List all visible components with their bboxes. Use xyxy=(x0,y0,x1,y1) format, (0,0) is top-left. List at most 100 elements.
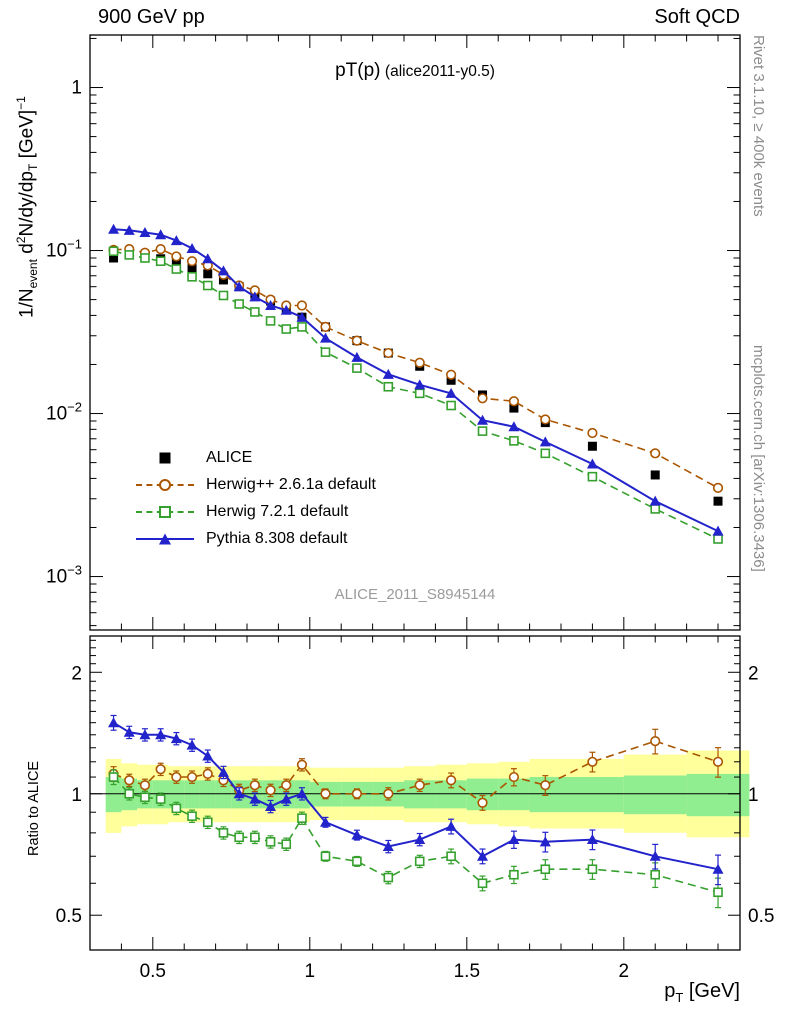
marker-open-square xyxy=(713,887,723,898)
marker-filled-triangle xyxy=(414,379,426,390)
marker-open-square xyxy=(297,322,307,332)
marker-open-circle xyxy=(712,482,724,493)
marker-open-circle xyxy=(508,771,520,783)
marker-filled-triangle xyxy=(186,242,198,253)
marker-open-square xyxy=(383,872,394,883)
x-tick-label: 1.5 xyxy=(454,961,480,982)
marker-filled-triangle xyxy=(351,829,363,840)
marker-open-circle xyxy=(249,780,260,791)
marker-filled-triangle xyxy=(155,729,167,740)
marker-open-square xyxy=(540,448,551,459)
marker-open-circle xyxy=(650,736,661,747)
marker-filled-triangle xyxy=(477,850,489,861)
filled-square-icon xyxy=(136,448,194,468)
marker-open-square xyxy=(587,471,598,482)
data-uncertainty-band-inner xyxy=(623,775,687,815)
marker-filled-triangle xyxy=(712,863,724,874)
marker-open-square xyxy=(297,813,307,823)
marker-open-square xyxy=(140,792,150,803)
marker-filled-square xyxy=(587,441,597,451)
marker-open-square xyxy=(108,772,119,782)
marker-open-square xyxy=(352,363,362,373)
y-tick-label: 10−3 xyxy=(46,563,82,588)
marker-filled-triangle xyxy=(539,836,551,847)
ratio-tick-label: 2 xyxy=(748,663,759,684)
marker-filled-triangle xyxy=(139,729,151,740)
marker-open-square xyxy=(383,381,394,392)
marker-open-square xyxy=(414,856,425,867)
y-tick-label: 10−2 xyxy=(46,400,82,425)
rivet-version-note: Rivet 3.1.10, ≥ 400k events xyxy=(750,35,767,217)
y-tick-label: 10−1 xyxy=(46,237,82,262)
legend-label: ALICE xyxy=(206,448,253,466)
marker-filled-triangle xyxy=(249,291,261,302)
filled-triangle-icon xyxy=(136,529,194,549)
marker-open-square xyxy=(187,272,197,282)
marker-open-circle xyxy=(202,768,213,779)
marker-open-circle xyxy=(383,788,394,799)
process-group-label: Soft QCD xyxy=(654,6,740,28)
marker-filled-triangle xyxy=(649,495,661,506)
marker-open-circle xyxy=(587,756,598,767)
marker-open-circle xyxy=(320,321,331,333)
marker-filled-triangle xyxy=(155,229,167,240)
marker-filled-triangle xyxy=(539,436,551,447)
marker-filled-triangle xyxy=(382,368,394,379)
marker-filled-triangle xyxy=(649,850,661,861)
mcplots-reference-note: mcplots.cern.ch [arXiv:1306.3436] xyxy=(750,345,767,572)
marker-filled-triangle xyxy=(586,458,598,469)
marker-open-circle xyxy=(650,448,661,459)
marker-filled-triangle xyxy=(217,766,229,777)
marker-open-square xyxy=(540,864,551,875)
ratio-tick-label: 1 xyxy=(748,785,759,806)
open-circle-icon xyxy=(136,475,194,495)
marker-open-square xyxy=(650,504,661,514)
legend-item-pythia-8-308-default: Pythia 8.308 default xyxy=(136,525,376,552)
marker-open-square xyxy=(250,832,260,843)
analysis-title: (alice2011-y0.5) xyxy=(384,63,495,80)
main-panel-frame xyxy=(89,34,741,631)
marker-filled-triangle xyxy=(382,841,394,852)
marker-filled-triangle xyxy=(217,265,229,276)
marker-filled-triangle xyxy=(477,414,489,425)
marker-filled-triangle xyxy=(414,834,426,845)
marker-open-square xyxy=(320,851,331,862)
marker-open-circle xyxy=(446,369,457,380)
marker-open-circle xyxy=(477,393,488,404)
marker-filled-triangle xyxy=(351,351,363,362)
main-series-line xyxy=(113,250,719,540)
legend-item-herwig-7-2-1-default: Herwig 7.2.1 default xyxy=(136,498,376,525)
marker-open-square xyxy=(587,864,598,875)
marker-filled-triangle xyxy=(186,739,198,750)
marker-open-circle xyxy=(446,775,457,786)
marker-open-circle xyxy=(383,347,394,359)
marker-open-circle xyxy=(477,797,488,808)
open-square-icon xyxy=(136,502,194,522)
marker-open-circle xyxy=(351,788,363,799)
marker-filled-triangle xyxy=(202,750,214,761)
legend-item-alice: ALICE xyxy=(136,444,376,471)
beam-energy-label: 900 GeV pp xyxy=(98,6,205,28)
marker-open-circle xyxy=(155,764,166,775)
main-series-line xyxy=(113,228,719,533)
marker-open-circle xyxy=(124,775,135,786)
marker-open-circle xyxy=(414,780,425,791)
marker-open-circle xyxy=(186,256,198,267)
marker-open-square xyxy=(650,869,661,880)
marker-filled-triangle xyxy=(202,253,214,264)
plot-title: pT(p) (alice2011-y0.5) xyxy=(90,60,740,82)
marker-open-circle xyxy=(587,427,598,439)
marker-open-square xyxy=(509,436,519,446)
marker-open-circle xyxy=(320,788,331,799)
marker-open-square xyxy=(202,280,213,291)
marker-filled-triangle xyxy=(108,223,120,234)
data-uncertainty-band-inner xyxy=(561,777,624,813)
marker-open-square xyxy=(414,388,425,399)
marker-open-circle xyxy=(351,335,363,346)
marker-open-circle xyxy=(139,780,151,791)
marker-open-square xyxy=(218,828,229,838)
marker-open-circle xyxy=(265,785,276,796)
data-uncertainty-band-inner xyxy=(686,773,750,817)
marker-filled-triangle xyxy=(320,332,332,343)
